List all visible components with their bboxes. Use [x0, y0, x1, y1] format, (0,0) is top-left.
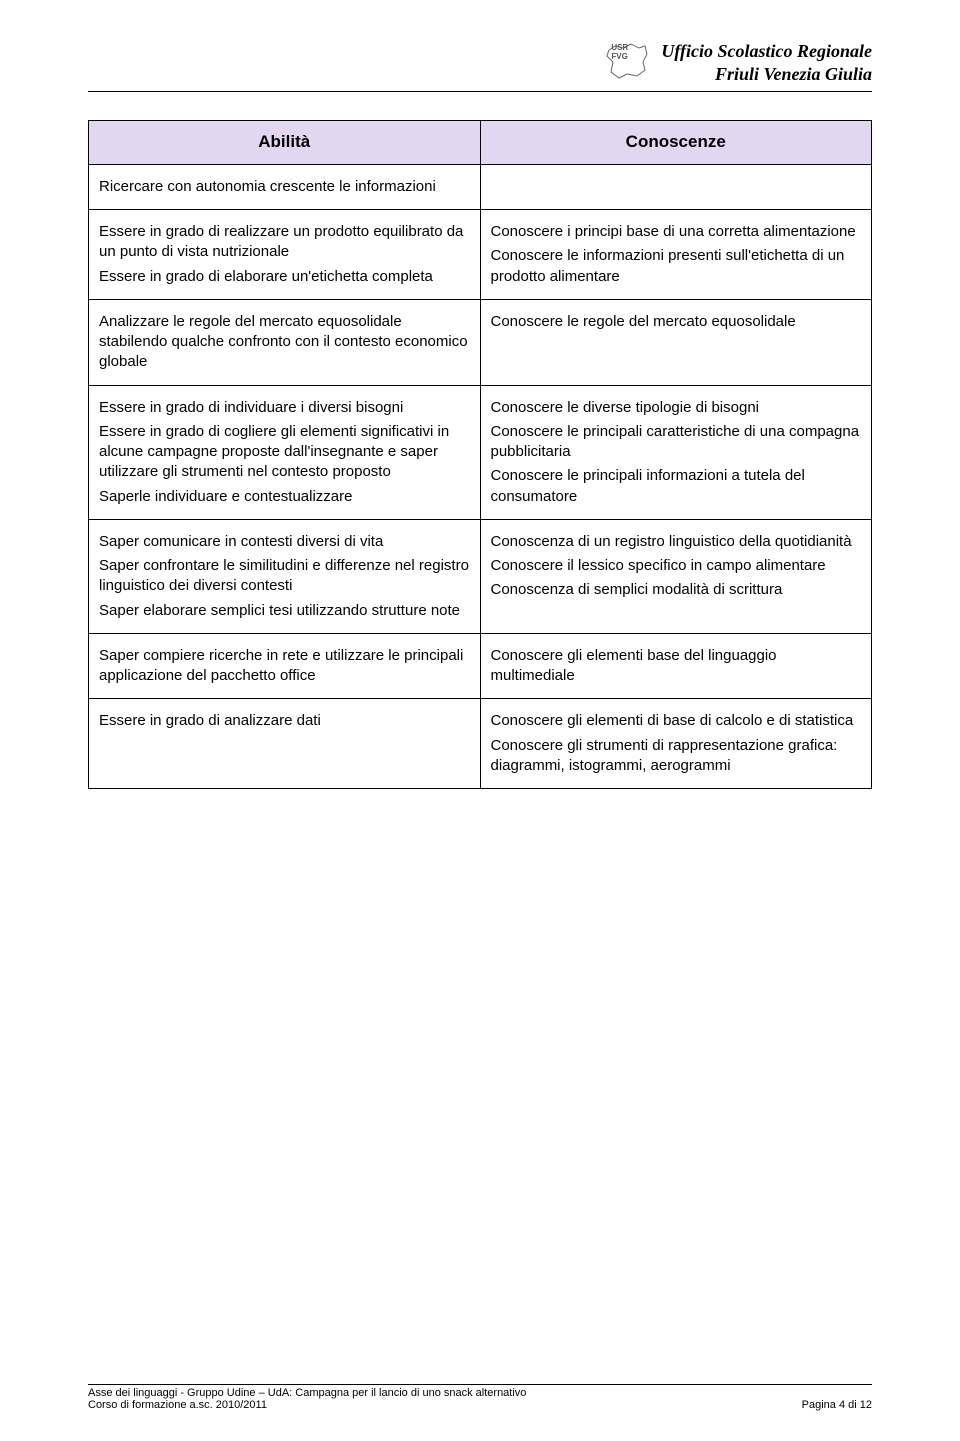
cell-paragraph: Conoscere le diverse tipologie di bisogn… [491, 398, 862, 418]
cell-paragraph: Conoscere i principi base di una corrett… [491, 222, 862, 242]
page-header: USR FVG Ufficio Scolastico Regionale Fri… [88, 40, 872, 92]
footer-left: Asse dei linguaggi - Gruppo Udine – UdA:… [88, 1387, 526, 1411]
cell-abilita: Analizzare le regole del mercato equosol… [89, 299, 481, 385]
cell-conoscenze: Conoscenza di un registro linguistico de… [480, 519, 872, 633]
cell-conoscenze: Conoscere le diverse tipologie di bisogn… [480, 385, 872, 519]
table-row: Saper compiere ricerche in rete e utiliz… [89, 633, 872, 699]
cell-paragraph: Ricercare con autonomia crescente le inf… [99, 177, 470, 197]
cell-paragraph: Saper elaborare semplici tesi utilizzand… [99, 601, 470, 621]
cell-conoscenze [480, 164, 872, 209]
footer-left-line2: Corso di formazione a.sc. 2010/2011 [88, 1399, 526, 1411]
page: USR FVG Ufficio Scolastico Regionale Fri… [0, 0, 960, 1441]
page-footer: Asse dei linguaggi - Gruppo Udine – UdA:… [88, 1384, 872, 1411]
cell-abilita: Ricercare con autonomia crescente le inf… [89, 164, 481, 209]
cell-abilita: Saper compiere ricerche in rete e utiliz… [89, 633, 481, 699]
cell-paragraph: Conoscere gli elementi di base di calcol… [491, 711, 862, 731]
cell-paragraph: Conoscere le regole del mercato equosoli… [491, 312, 862, 332]
cell-paragraph: Conoscere le principali informazioni a t… [491, 466, 862, 507]
table-body: Ricercare con autonomia crescente le inf… [89, 164, 872, 788]
cell-paragraph: Conoscere gli elementi base del linguagg… [491, 646, 862, 687]
footer-left-line1: Asse dei linguaggi - Gruppo Udine – UdA:… [88, 1387, 526, 1399]
logo-text-2: FVG [611, 52, 627, 61]
logo-text-1: USR [611, 43, 628, 52]
cell-paragraph: Saperle individuare e contestualizzare [99, 487, 470, 507]
header-org-line1: Ufficio Scolastico Regionale [661, 40, 872, 63]
col-header-abilita: Abilità [89, 121, 481, 165]
cell-paragraph: Conoscere il lessico specifico in campo … [491, 556, 862, 576]
cell-paragraph: Essere in grado di realizzare un prodott… [99, 222, 470, 263]
usr-fvg-logo: USR FVG [605, 40, 649, 80]
cell-abilita: Essere in grado di individuare i diversi… [89, 385, 481, 519]
cell-paragraph: Saper confrontare le similitudini e diff… [99, 556, 470, 597]
header-org: Ufficio Scolastico Regionale Friuli Vene… [661, 40, 872, 85]
cell-abilita: Essere in grado di realizzare un prodott… [89, 210, 481, 300]
cell-paragraph: Essere in grado di analizzare dati [99, 711, 470, 731]
abilita-conoscenze-table: Abilità Conoscenze Ricercare con autonom… [88, 120, 872, 789]
table-header-row: Abilità Conoscenze [89, 121, 872, 165]
cell-abilita: Essere in grado di analizzare dati [89, 699, 481, 789]
cell-paragraph: Conoscenza di un registro linguistico de… [491, 532, 862, 552]
cell-paragraph: Essere in grado di elaborare un'etichett… [99, 267, 470, 287]
table-row: Essere in grado di individuare i diversi… [89, 385, 872, 519]
table-row: Essere in grado di realizzare un prodott… [89, 210, 872, 300]
table-row: Saper comunicare in contesti diversi di … [89, 519, 872, 633]
cell-paragraph: Conoscere le informazioni presenti sull'… [491, 246, 862, 287]
cell-paragraph: Conoscere gli strumenti di rappresentazi… [491, 736, 862, 777]
cell-paragraph: Essere in grado di cogliere gli elementi… [99, 422, 470, 483]
cell-paragraph: Saper compiere ricerche in rete e utiliz… [99, 646, 470, 687]
cell-paragraph: Analizzare le regole del mercato equosol… [99, 312, 470, 373]
cell-paragraph: Conoscenza di semplici modalità di scrit… [491, 580, 862, 600]
cell-abilita: Saper comunicare in contesti diversi di … [89, 519, 481, 633]
cell-conoscenze: Conoscere gli elementi base del linguagg… [480, 633, 872, 699]
cell-paragraph: Essere in grado di individuare i diversi… [99, 398, 470, 418]
footer-right: Pagina 4 di 12 [802, 1399, 872, 1411]
cell-paragraph: Conoscere le principali caratteristiche … [491, 422, 862, 463]
table-row: Ricercare con autonomia crescente le inf… [89, 164, 872, 209]
table-row: Essere in grado di analizzare dati Conosc… [89, 699, 872, 789]
col-header-conoscenze: Conoscenze [480, 121, 872, 165]
cell-conoscenze: Conoscere gli elementi di base di calcol… [480, 699, 872, 789]
cell-conoscenze: Conoscere le regole del mercato equosoli… [480, 299, 872, 385]
cell-paragraph: Saper comunicare in contesti diversi di … [99, 532, 470, 552]
footer-page-number: Pagina 4 di 12 [802, 1399, 872, 1411]
cell-conoscenze: Conoscere i principi base di una corrett… [480, 210, 872, 300]
header-org-line2: Friuli Venezia Giulia [661, 63, 872, 86]
table-row: Analizzare le regole del mercato equosol… [89, 299, 872, 385]
